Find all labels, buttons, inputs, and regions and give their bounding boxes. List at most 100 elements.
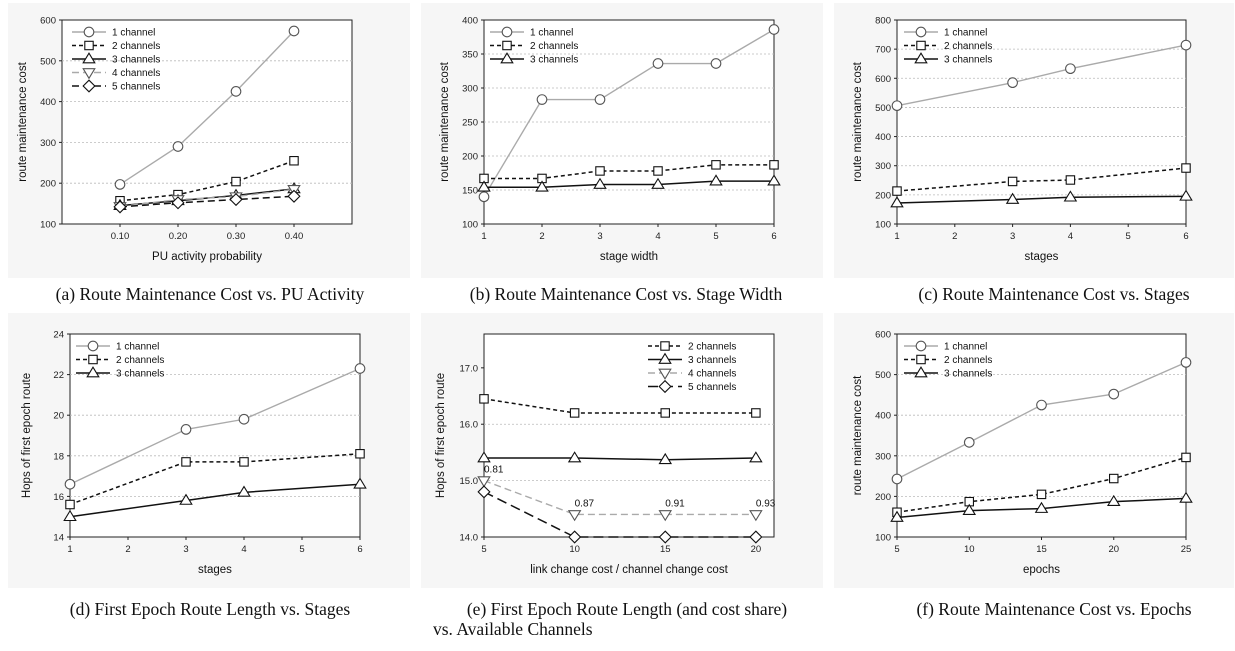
legend-label: 2 channels	[112, 41, 160, 52]
legend-marker	[658, 352, 672, 364]
data-label: 0.93	[756, 498, 776, 509]
series-line	[119, 188, 295, 207]
data-point	[653, 166, 663, 176]
x-tick-label: 4	[655, 231, 660, 242]
y-tick-label: 100	[40, 220, 56, 231]
x-tick-label: 5	[713, 231, 718, 242]
y-tick-label: 100	[462, 220, 478, 231]
y-tick-label: 100	[875, 220, 891, 231]
data-point	[1007, 77, 1018, 89]
data-point	[658, 530, 672, 544]
series-4-channels	[477, 476, 763, 522]
y-tick-label: 300	[40, 138, 56, 149]
data-point	[353, 477, 367, 489]
series-1-channel	[891, 39, 1192, 112]
x-tick-label: 0.10	[111, 231, 130, 242]
y-tick-label: 22	[53, 370, 64, 381]
legend-marker	[82, 52, 96, 64]
data-point	[1065, 63, 1076, 75]
data-point	[1036, 399, 1047, 411]
series-line	[483, 28, 775, 198]
legend-label: 4 channels	[112, 68, 160, 79]
y-tick-label: 100	[875, 533, 891, 544]
data-point	[477, 485, 491, 499]
y-tick-label: 350	[462, 50, 478, 61]
chart-caption: (a) Route Maintenance Cost vs. PU Activi…	[56, 284, 365, 304]
data-point	[567, 451, 582, 463]
data-point	[1065, 175, 1076, 185]
data-point	[891, 473, 903, 485]
data-point	[354, 363, 366, 374]
data-point	[595, 166, 605, 176]
chart-panel-c: 100 200 300 400 500 600 700 800 1 2 3 4 5 6 stages rout…	[834, 3, 1234, 278]
y-tick-label: 15.0	[460, 476, 479, 487]
series-3-channels	[477, 174, 781, 192]
series-2-channels	[479, 394, 761, 418]
data-point	[180, 424, 192, 435]
data-label: 0.81	[484, 465, 504, 476]
data-point	[593, 177, 607, 189]
x-axis-label: stages	[1025, 251, 1059, 263]
y-axis-label: route maintenance cost	[439, 61, 451, 181]
data-point	[892, 186, 902, 196]
data-point	[710, 58, 722, 69]
y-tick-label: 14	[53, 533, 64, 544]
data-point	[478, 191, 490, 203]
legend-marker	[916, 40, 926, 51]
data-point	[287, 189, 301, 203]
data-point	[63, 509, 77, 522]
series-line	[484, 180, 774, 189]
x-tick-label: 2	[125, 544, 130, 555]
y-tick-label: 600	[875, 330, 891, 341]
chart-caption: (d) First Epoch Route Length vs. Stages	[70, 599, 351, 619]
x-tick-label: 2	[539, 231, 544, 242]
data-point	[891, 100, 903, 112]
data-point	[65, 499, 75, 510]
legend-marker	[915, 26, 927, 38]
series-line	[119, 160, 295, 202]
legend: 2 channels 3 channels 4 channels 5 channels	[648, 341, 736, 394]
legend-marker	[500, 52, 514, 64]
x-axis-label: link change cost / channel change cost	[530, 564, 728, 576]
x-tick-label: 6	[1183, 231, 1188, 242]
y-tick-label: 500	[40, 56, 56, 67]
data-point	[594, 94, 606, 105]
y-tick-label: 300	[875, 451, 891, 462]
data-point	[1180, 357, 1192, 368]
legend-label: 1 channel	[944, 342, 987, 353]
legend-label: 3 channels	[688, 355, 736, 366]
x-tick-label: 20	[1108, 544, 1119, 555]
x-tick-label: 25	[1181, 544, 1192, 555]
data-point	[658, 452, 673, 465]
data-point	[238, 413, 250, 425]
data-point	[1007, 176, 1018, 187]
legend-label: 1 channel	[116, 342, 159, 353]
legend-label: 2 channels	[944, 41, 992, 52]
plot-area	[61, 19, 353, 225]
x-axis-label: stage width	[600, 251, 658, 263]
series-line	[119, 195, 295, 208]
data-point	[229, 192, 243, 207]
series-line	[119, 188, 295, 208]
x-tick-label: 0.40	[285, 231, 304, 242]
legend-marker	[916, 354, 926, 365]
chart-panel-e: 14.0 15.0 16.0 17.0 5 10 15 20 link change cost …	[421, 313, 823, 588]
series-3-channels	[890, 491, 1193, 522]
series-line	[896, 195, 1187, 204]
y-tick-label: 700	[875, 45, 891, 56]
data-point	[288, 25, 300, 37]
x-tick-label: 3	[183, 544, 188, 555]
chart-caption: (c) Route Maintenance Cost vs. Stages	[918, 284, 1189, 304]
data-point	[1106, 494, 1121, 507]
data-point	[652, 58, 664, 69]
series-line	[484, 457, 756, 461]
data-point	[477, 180, 491, 192]
chart-caption: (f) Route Maintenance Cost vs. Epochs	[916, 599, 1191, 619]
legend: 1 channel 2 channels 3 channels	[76, 340, 164, 380]
series-2-channels	[65, 449, 365, 510]
data-point	[1005, 192, 1020, 204]
data-point	[749, 510, 763, 522]
series-2-channels	[892, 163, 1191, 196]
legend-marker	[84, 40, 94, 51]
data-point	[709, 174, 723, 186]
